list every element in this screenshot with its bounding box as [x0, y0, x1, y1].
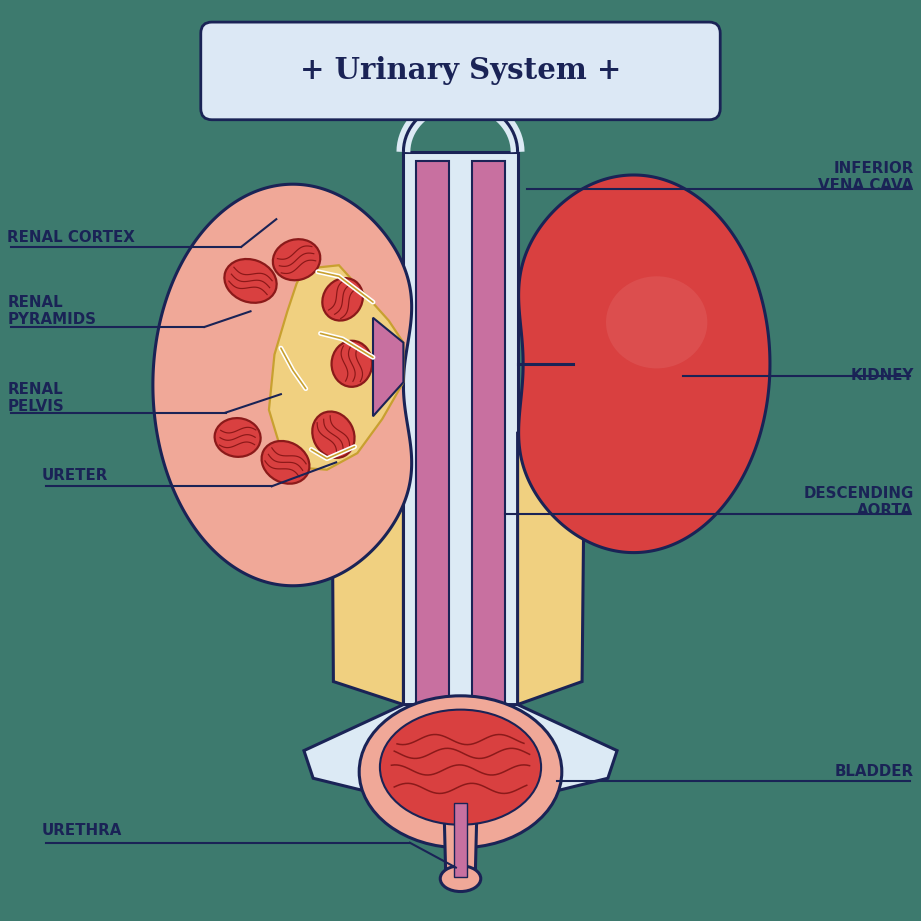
Polygon shape	[518, 405, 585, 705]
Polygon shape	[444, 803, 477, 877]
Text: URETER: URETER	[41, 468, 108, 483]
Polygon shape	[519, 175, 770, 553]
Text: RENAL
PELVIS: RENAL PELVIS	[7, 381, 64, 414]
Polygon shape	[472, 161, 505, 810]
Text: + Urinary System +: + Urinary System +	[300, 56, 621, 86]
Ellipse shape	[359, 696, 562, 847]
Text: INFERIOR
VENA CAVA: INFERIOR VENA CAVA	[819, 160, 914, 193]
Polygon shape	[373, 318, 403, 416]
Text: URETHRA: URETHRA	[41, 823, 122, 838]
Ellipse shape	[606, 276, 707, 368]
Polygon shape	[472, 705, 505, 806]
Text: KIDNEY: KIDNEY	[850, 368, 914, 383]
Ellipse shape	[312, 412, 355, 458]
Polygon shape	[416, 161, 449, 810]
Ellipse shape	[332, 341, 372, 387]
Text: RENAL
PYRAMIDS: RENAL PYRAMIDS	[7, 295, 97, 328]
Ellipse shape	[225, 259, 276, 303]
Text: DESCENDING
AORTA: DESCENDING AORTA	[803, 485, 914, 519]
Text: RENAL CORTEX: RENAL CORTEX	[7, 230, 135, 245]
Ellipse shape	[380, 709, 542, 825]
Polygon shape	[304, 705, 617, 809]
Polygon shape	[153, 184, 412, 586]
Ellipse shape	[273, 239, 321, 280]
Ellipse shape	[322, 278, 363, 321]
Ellipse shape	[262, 441, 309, 484]
Polygon shape	[403, 152, 518, 815]
Polygon shape	[332, 405, 403, 705]
Ellipse shape	[215, 418, 261, 457]
Polygon shape	[269, 265, 403, 470]
Polygon shape	[416, 705, 449, 806]
FancyBboxPatch shape	[201, 22, 720, 120]
Ellipse shape	[440, 866, 481, 892]
Polygon shape	[454, 803, 467, 877]
Text: BLADDER: BLADDER	[834, 764, 914, 779]
